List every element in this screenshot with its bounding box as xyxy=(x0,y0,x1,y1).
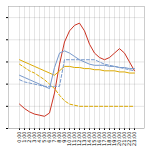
svg-text:9:00: 9:00 xyxy=(61,131,68,143)
svg-text:17:00: 17:00 xyxy=(101,131,108,146)
svg-text:6:00: 6:00 xyxy=(46,131,53,143)
svg-text:14:00: 14:00 xyxy=(86,131,93,146)
svg-text:19:00: 19:00 xyxy=(111,131,118,146)
svg-text:18:00: 18:00 xyxy=(106,131,113,146)
svg-text:20:00: 20:00 xyxy=(116,131,123,146)
svg-text:16:00: 16:00 xyxy=(96,131,103,146)
svg-text:10:00: 10:00 xyxy=(66,131,73,146)
svg-text:23:00: 23:00 xyxy=(131,132,137,146)
svg-text:1:00: 1:00 xyxy=(21,131,28,143)
svg-text:12:00: 12:00 xyxy=(76,131,83,146)
svg-text:11:00: 11:00 xyxy=(71,131,78,146)
svg-text:3:00: 3:00 xyxy=(31,131,38,143)
svg-text:13:00: 13:00 xyxy=(81,131,88,146)
svg-text:8:00: 8:00 xyxy=(56,131,63,143)
svg-text:15:00: 15:00 xyxy=(91,131,98,146)
svg-text:2:00: 2:00 xyxy=(26,131,33,143)
svg-text:21:00: 21:00 xyxy=(121,131,128,146)
svg-text:0:00: 0:00 xyxy=(16,131,23,143)
svg-text:7:00: 7:00 xyxy=(51,131,58,143)
svg-text:5:00: 5:00 xyxy=(41,131,48,143)
svg-text:22:00: 22:00 xyxy=(126,131,133,146)
svg-text:4:00: 4:00 xyxy=(36,131,43,143)
